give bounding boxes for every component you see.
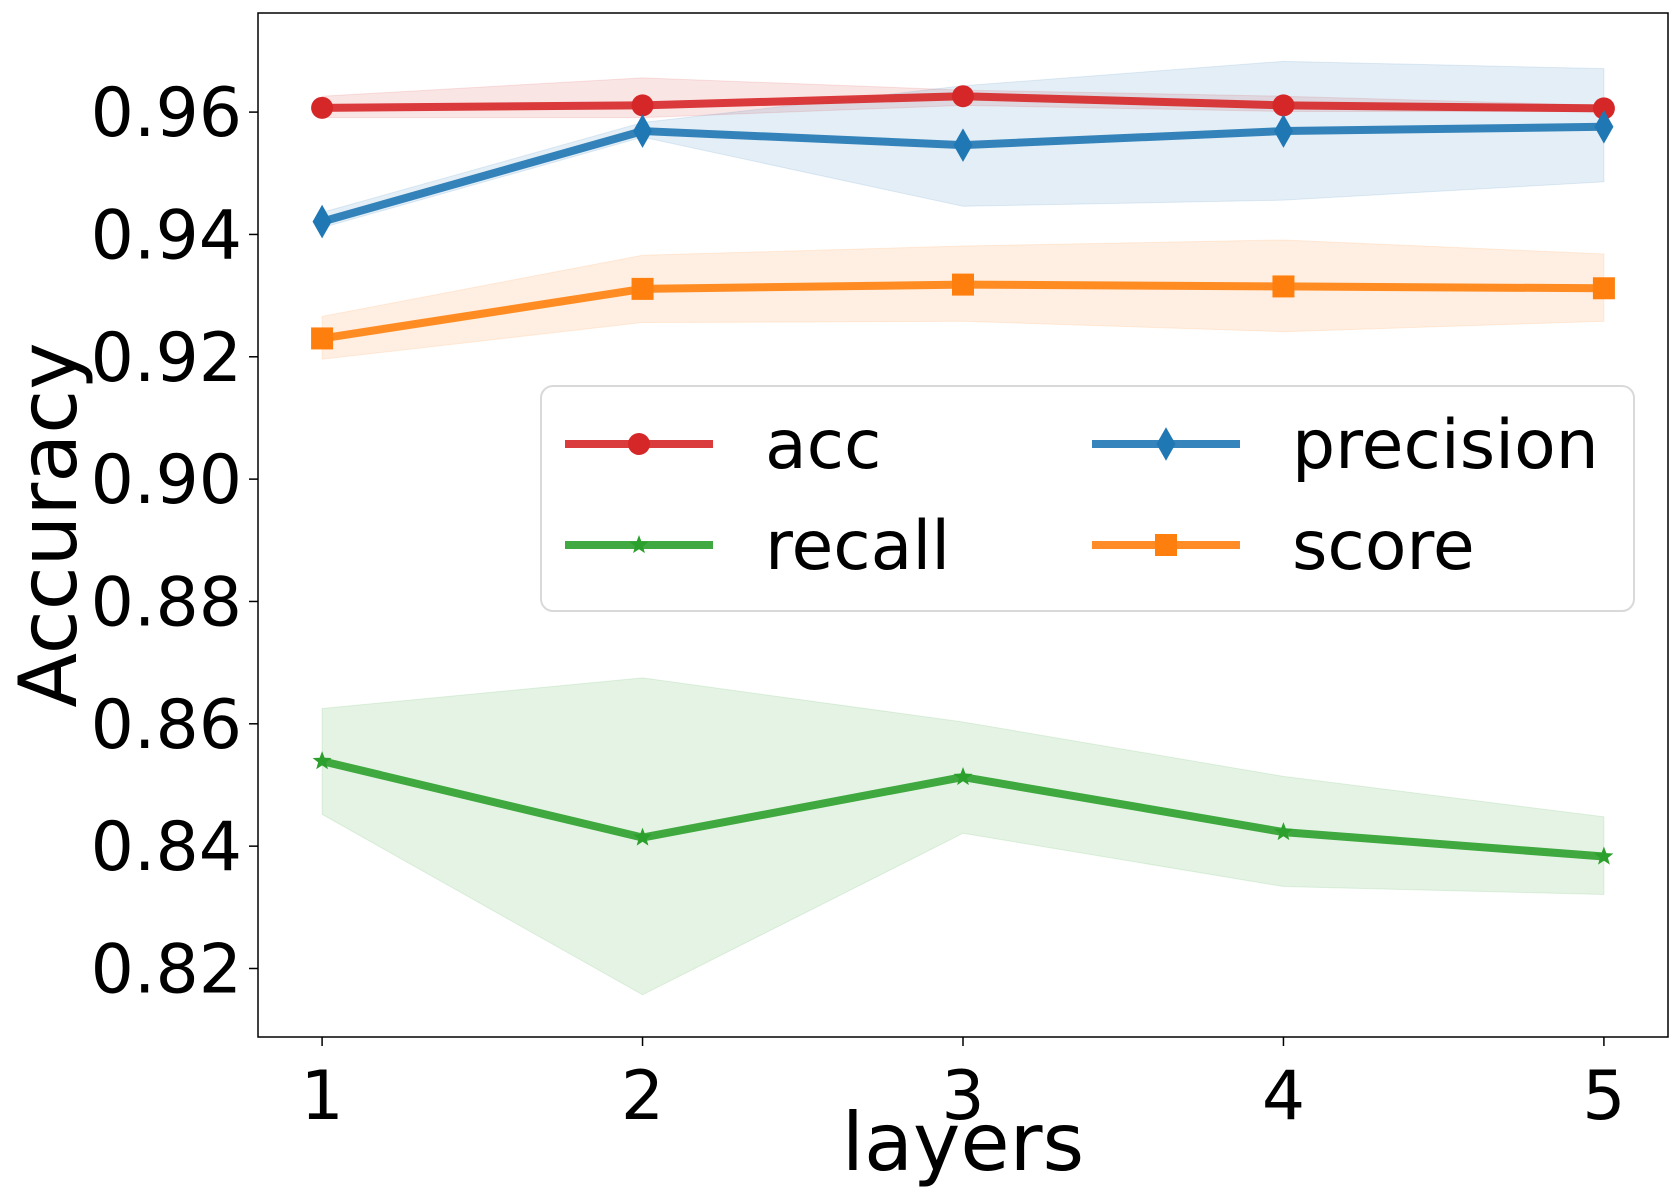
x-tick-label: 5	[1582, 1057, 1625, 1136]
point-acc	[1272, 94, 1295, 117]
point-recall	[1273, 822, 1293, 841]
point-acc	[311, 96, 334, 119]
x-tick-label: 2	[621, 1057, 664, 1136]
point-score	[1272, 275, 1295, 298]
legend-marker-precision	[1156, 427, 1176, 461]
x-tick-label: 4	[1262, 1057, 1305, 1136]
x-tick-label: 1	[300, 1057, 343, 1136]
point-recall	[953, 767, 973, 786]
point-precision	[1273, 114, 1293, 148]
y-tick-label: 0.96	[91, 74, 242, 153]
point-precision	[312, 204, 332, 239]
point-precision	[633, 114, 653, 148]
legend-box	[540, 385, 1635, 612]
y-tick-label: 0.90	[91, 441, 242, 520]
point-precision	[953, 128, 973, 162]
point-recall	[312, 751, 332, 770]
point-recall	[1594, 846, 1614, 865]
point-score	[311, 327, 334, 350]
point-acc	[952, 85, 974, 108]
band-recall	[321, 677, 1605, 996]
legend-marker-recall	[629, 535, 649, 554]
point-acc	[631, 94, 654, 117]
legend-marker-score	[1155, 534, 1177, 556]
point-acc	[1592, 97, 1615, 120]
point-score	[631, 277, 654, 300]
y-axis: 0.82 0.84 0.86 0.88 0.90 0.92 0.94 0.96	[91, 74, 258, 1009]
y-axis-title: Accuracy	[2, 342, 95, 707]
point-score	[1592, 277, 1615, 300]
point-score	[952, 273, 974, 296]
band-score	[321, 239, 1605, 360]
y-tick-label: 0.84	[91, 808, 242, 887]
legend-label-precision: precision	[1292, 406, 1599, 485]
legend-label-recall: recall	[765, 507, 950, 586]
x-axis-title: layers	[842, 1096, 1084, 1189]
y-tick-label: 0.92	[91, 319, 242, 398]
legend: acc precision recall score	[540, 385, 1635, 612]
x-tick-label: 3	[941, 1057, 984, 1136]
y-tick-label: 0.88	[91, 563, 242, 642]
y-tick-label: 0.94	[91, 196, 242, 275]
y-tick-label: 0.82	[91, 930, 242, 1009]
point-recall	[633, 827, 653, 846]
legend-label-score: score	[1292, 507, 1475, 586]
series-markers	[311, 85, 1615, 865]
x-axis: 1 2 3 4 5	[300, 1037, 1626, 1136]
y-tick-label: 0.86	[91, 686, 242, 765]
point-precision	[1594, 109, 1614, 144]
legend-marker-acc	[628, 433, 650, 455]
legend-label-acc: acc	[765, 406, 881, 485]
